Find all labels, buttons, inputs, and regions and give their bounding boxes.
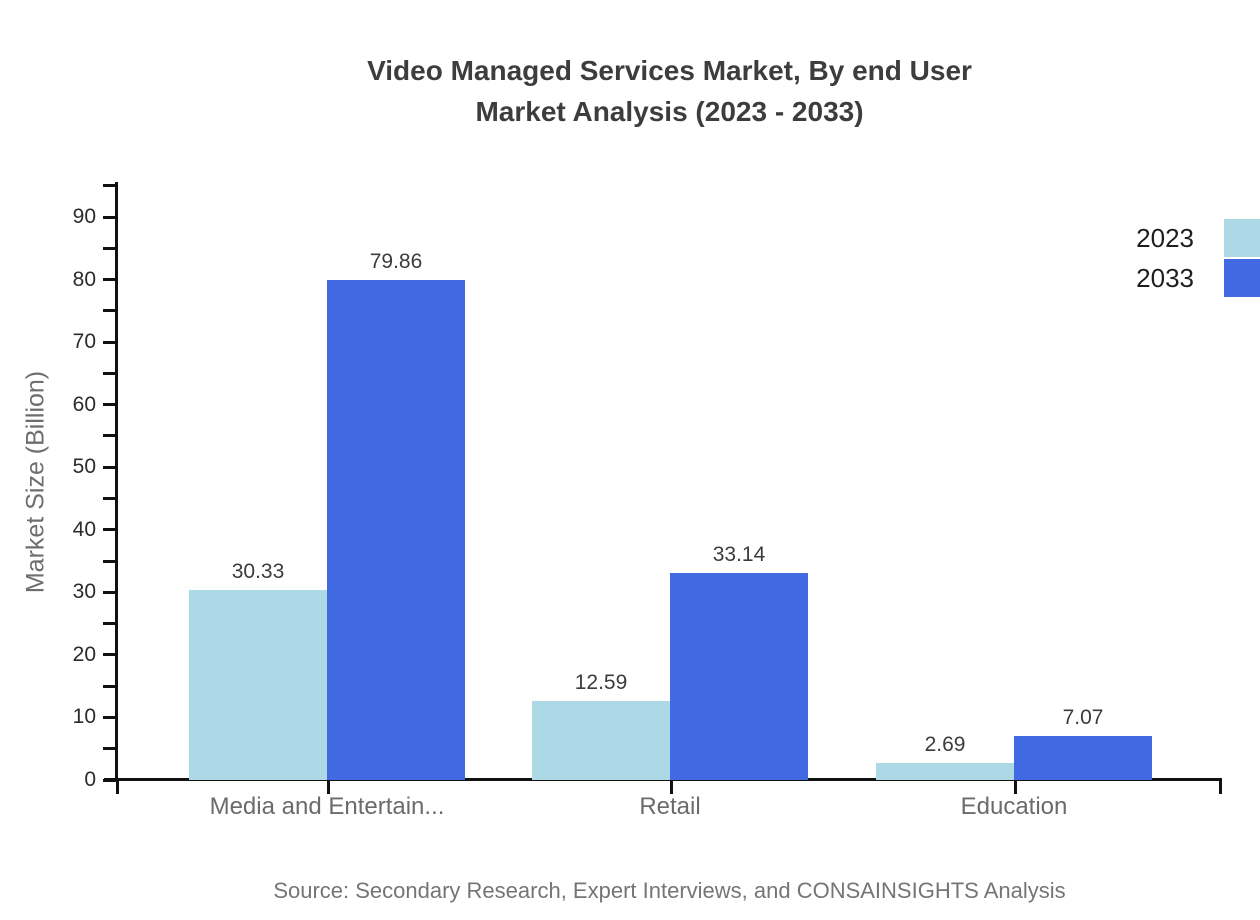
category-label-3: Education xyxy=(960,793,1068,820)
bar-value-label: 30.33 xyxy=(231,560,285,584)
y-axis-tick-label: 60 xyxy=(72,392,96,416)
bar-2023-3 xyxy=(876,763,1014,780)
y-axis-tick xyxy=(103,403,117,407)
y-axis-tick xyxy=(103,497,117,500)
y-axis-tick xyxy=(103,715,117,719)
bar-value-label: 7.07 xyxy=(1062,705,1104,729)
x-axis-tick xyxy=(670,780,673,794)
y-axis-tick xyxy=(103,184,117,188)
chart-title-line1: Video Managed Services Market, By end Us… xyxy=(367,55,972,86)
y-axis-tick xyxy=(103,465,117,469)
legend-swatch-2023 xyxy=(1224,219,1260,257)
bar-value-label: 2.69 xyxy=(924,733,966,757)
y-axis-tick-label: 80 xyxy=(72,267,96,291)
bar-2033-2 xyxy=(670,572,808,780)
y-axis-tick xyxy=(103,622,117,626)
y-axis-tick xyxy=(103,559,117,563)
y-axis-tick xyxy=(103,590,117,594)
y-axis-tick-label: 30 xyxy=(72,580,96,604)
y-axis-tick xyxy=(103,215,117,219)
y-axis-tick-label: 50 xyxy=(72,455,96,479)
category-label-2: Retail xyxy=(639,793,701,820)
legend-item-2023: 2023 xyxy=(1136,219,1260,257)
category-label-1: Media and Entertain... xyxy=(209,793,445,820)
legend-swatch-2033 xyxy=(1224,259,1260,297)
legend-label-2023: 2023 xyxy=(1136,222,1194,253)
y-axis-tick xyxy=(103,371,117,375)
y-axis-tick xyxy=(103,434,117,438)
y-axis-line xyxy=(115,182,118,781)
bar-2023-2 xyxy=(532,701,670,780)
chart-title-line2: Market Analysis (2023 - 2033) xyxy=(475,96,864,127)
x-axis-tick xyxy=(116,780,119,794)
y-axis-tick xyxy=(103,747,117,751)
y-axis-tick xyxy=(103,778,117,782)
x-axis-tick xyxy=(327,780,330,794)
y-axis-tick-label: 70 xyxy=(72,330,96,354)
y-axis-tick-label: 40 xyxy=(72,517,96,541)
y-axis-tick-label: 0 xyxy=(84,768,96,791)
y-axis-tick xyxy=(103,684,117,688)
y-axis-tick xyxy=(103,278,117,282)
y-axis-tick xyxy=(103,340,117,344)
bar-2033-3 xyxy=(1014,735,1152,780)
source-note: Source: Secondary Research, Expert Inter… xyxy=(273,878,1066,903)
legend-item-2033: 2033 xyxy=(1136,259,1260,297)
y-axis-tick xyxy=(103,653,117,657)
y-axis-tick-label: 10 xyxy=(72,705,96,729)
bar-2033-1 xyxy=(327,280,465,780)
chart-title: Video Managed Services Market, By end Us… xyxy=(117,50,1222,132)
bar-value-label: 33.14 xyxy=(712,542,766,566)
y-axis-tick xyxy=(103,309,117,313)
x-axis-tick xyxy=(1014,780,1017,794)
bar-value-label: 79.86 xyxy=(369,250,423,274)
y-axis-tick xyxy=(103,528,117,532)
legend-label-2033: 2033 xyxy=(1136,262,1194,293)
y-axis-tick-label: 90 xyxy=(72,205,96,228)
bar-2023-1 xyxy=(189,590,327,780)
bar-value-label: 12.59 xyxy=(574,671,628,695)
y-axis-tick-label: 20 xyxy=(72,642,96,666)
x-axis-tick xyxy=(1219,780,1222,794)
y-axis-tick xyxy=(103,246,117,250)
